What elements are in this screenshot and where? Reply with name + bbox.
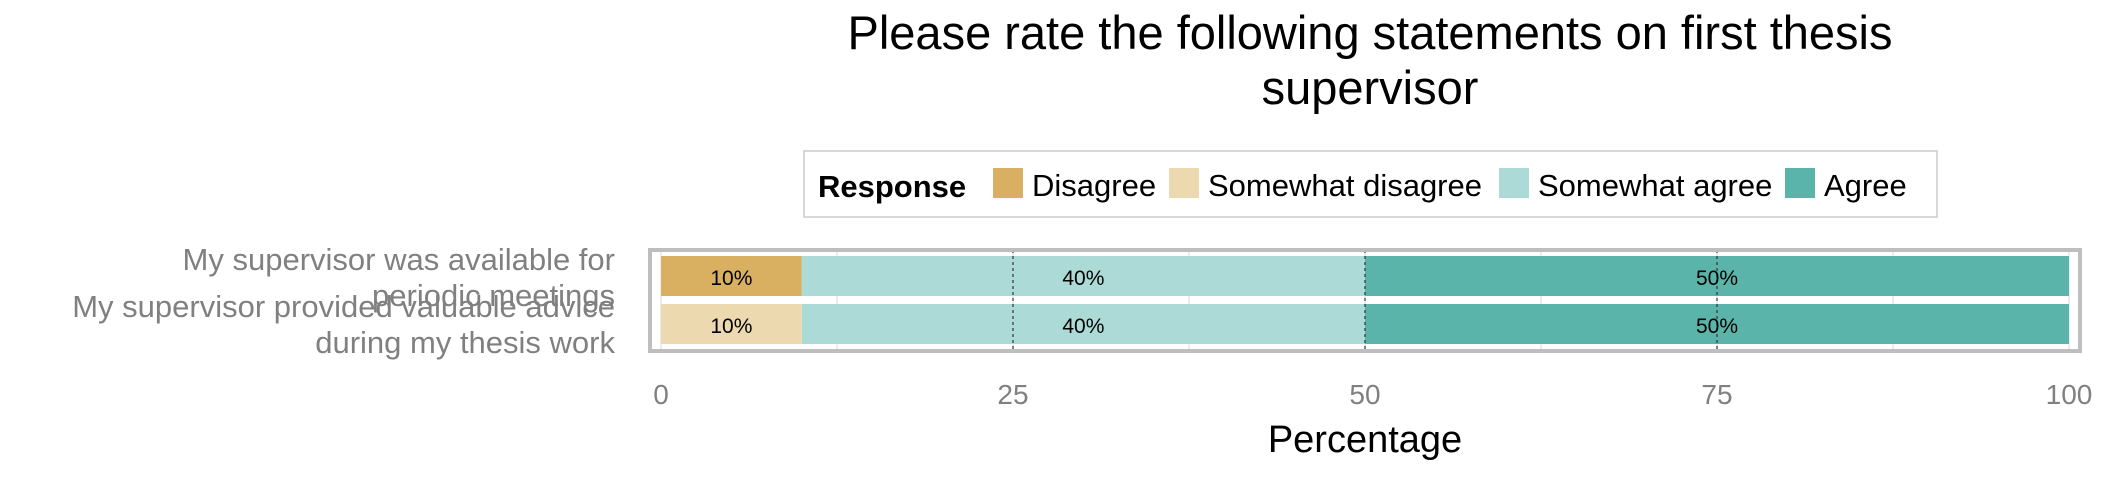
bar-segment-somewhat-disagree [661, 304, 802, 344]
bar-segment-somewhat-agree [801, 304, 1365, 344]
category-label: My supervisor provided valuable advice [72, 289, 615, 324]
x-tick-label: 50 [1349, 379, 1380, 410]
legend-swatch [1785, 168, 1815, 198]
x-tick-label: 100 [2046, 379, 2093, 410]
plot-area: 10% 40% 50% 10% 40% 50% [648, 248, 2082, 353]
category-label: during my thesis work [315, 325, 615, 360]
chart-title-line-2: supervisor [1262, 61, 1479, 114]
chart-title-line-1: Please rate the following statements on … [848, 6, 1893, 59]
segment-label: 40% [1062, 267, 1104, 290]
plot-frame [648, 248, 2082, 353]
bar-segment-disagree [661, 256, 802, 296]
category-label: My supervisor was available for [183, 242, 615, 277]
legend-box [803, 150, 1938, 218]
x-tick-label: 75 [1701, 379, 1732, 410]
segment-label: 10% [710, 315, 752, 338]
segment-label: 40% [1062, 315, 1104, 338]
segment-label: 50% [1696, 315, 1738, 338]
bar-segment-somewhat-agree [801, 256, 1365, 296]
legend-label: Somewhat disagree [1208, 168, 1482, 203]
category-label: periodic meetings [372, 278, 615, 313]
x-tick-label: 25 [997, 379, 1028, 410]
segment-label: 10% [710, 267, 752, 290]
legend-label: Somewhat agree [1538, 168, 1772, 203]
legend-title: Response [818, 169, 966, 204]
segment-label: 50% [1696, 267, 1738, 290]
legend-swatch [1499, 168, 1529, 198]
legend-swatch [993, 168, 1023, 198]
x-axis-title: Percentage [1268, 419, 1462, 461]
legend-swatch [1169, 168, 1199, 198]
x-tick-label: 0 [653, 379, 669, 410]
legend-label: Agree [1824, 168, 1907, 203]
legend-label: Disagree [1032, 168, 1156, 203]
legend: Response Disagree Somewhat disagree Somewh… [803, 150, 1938, 218]
